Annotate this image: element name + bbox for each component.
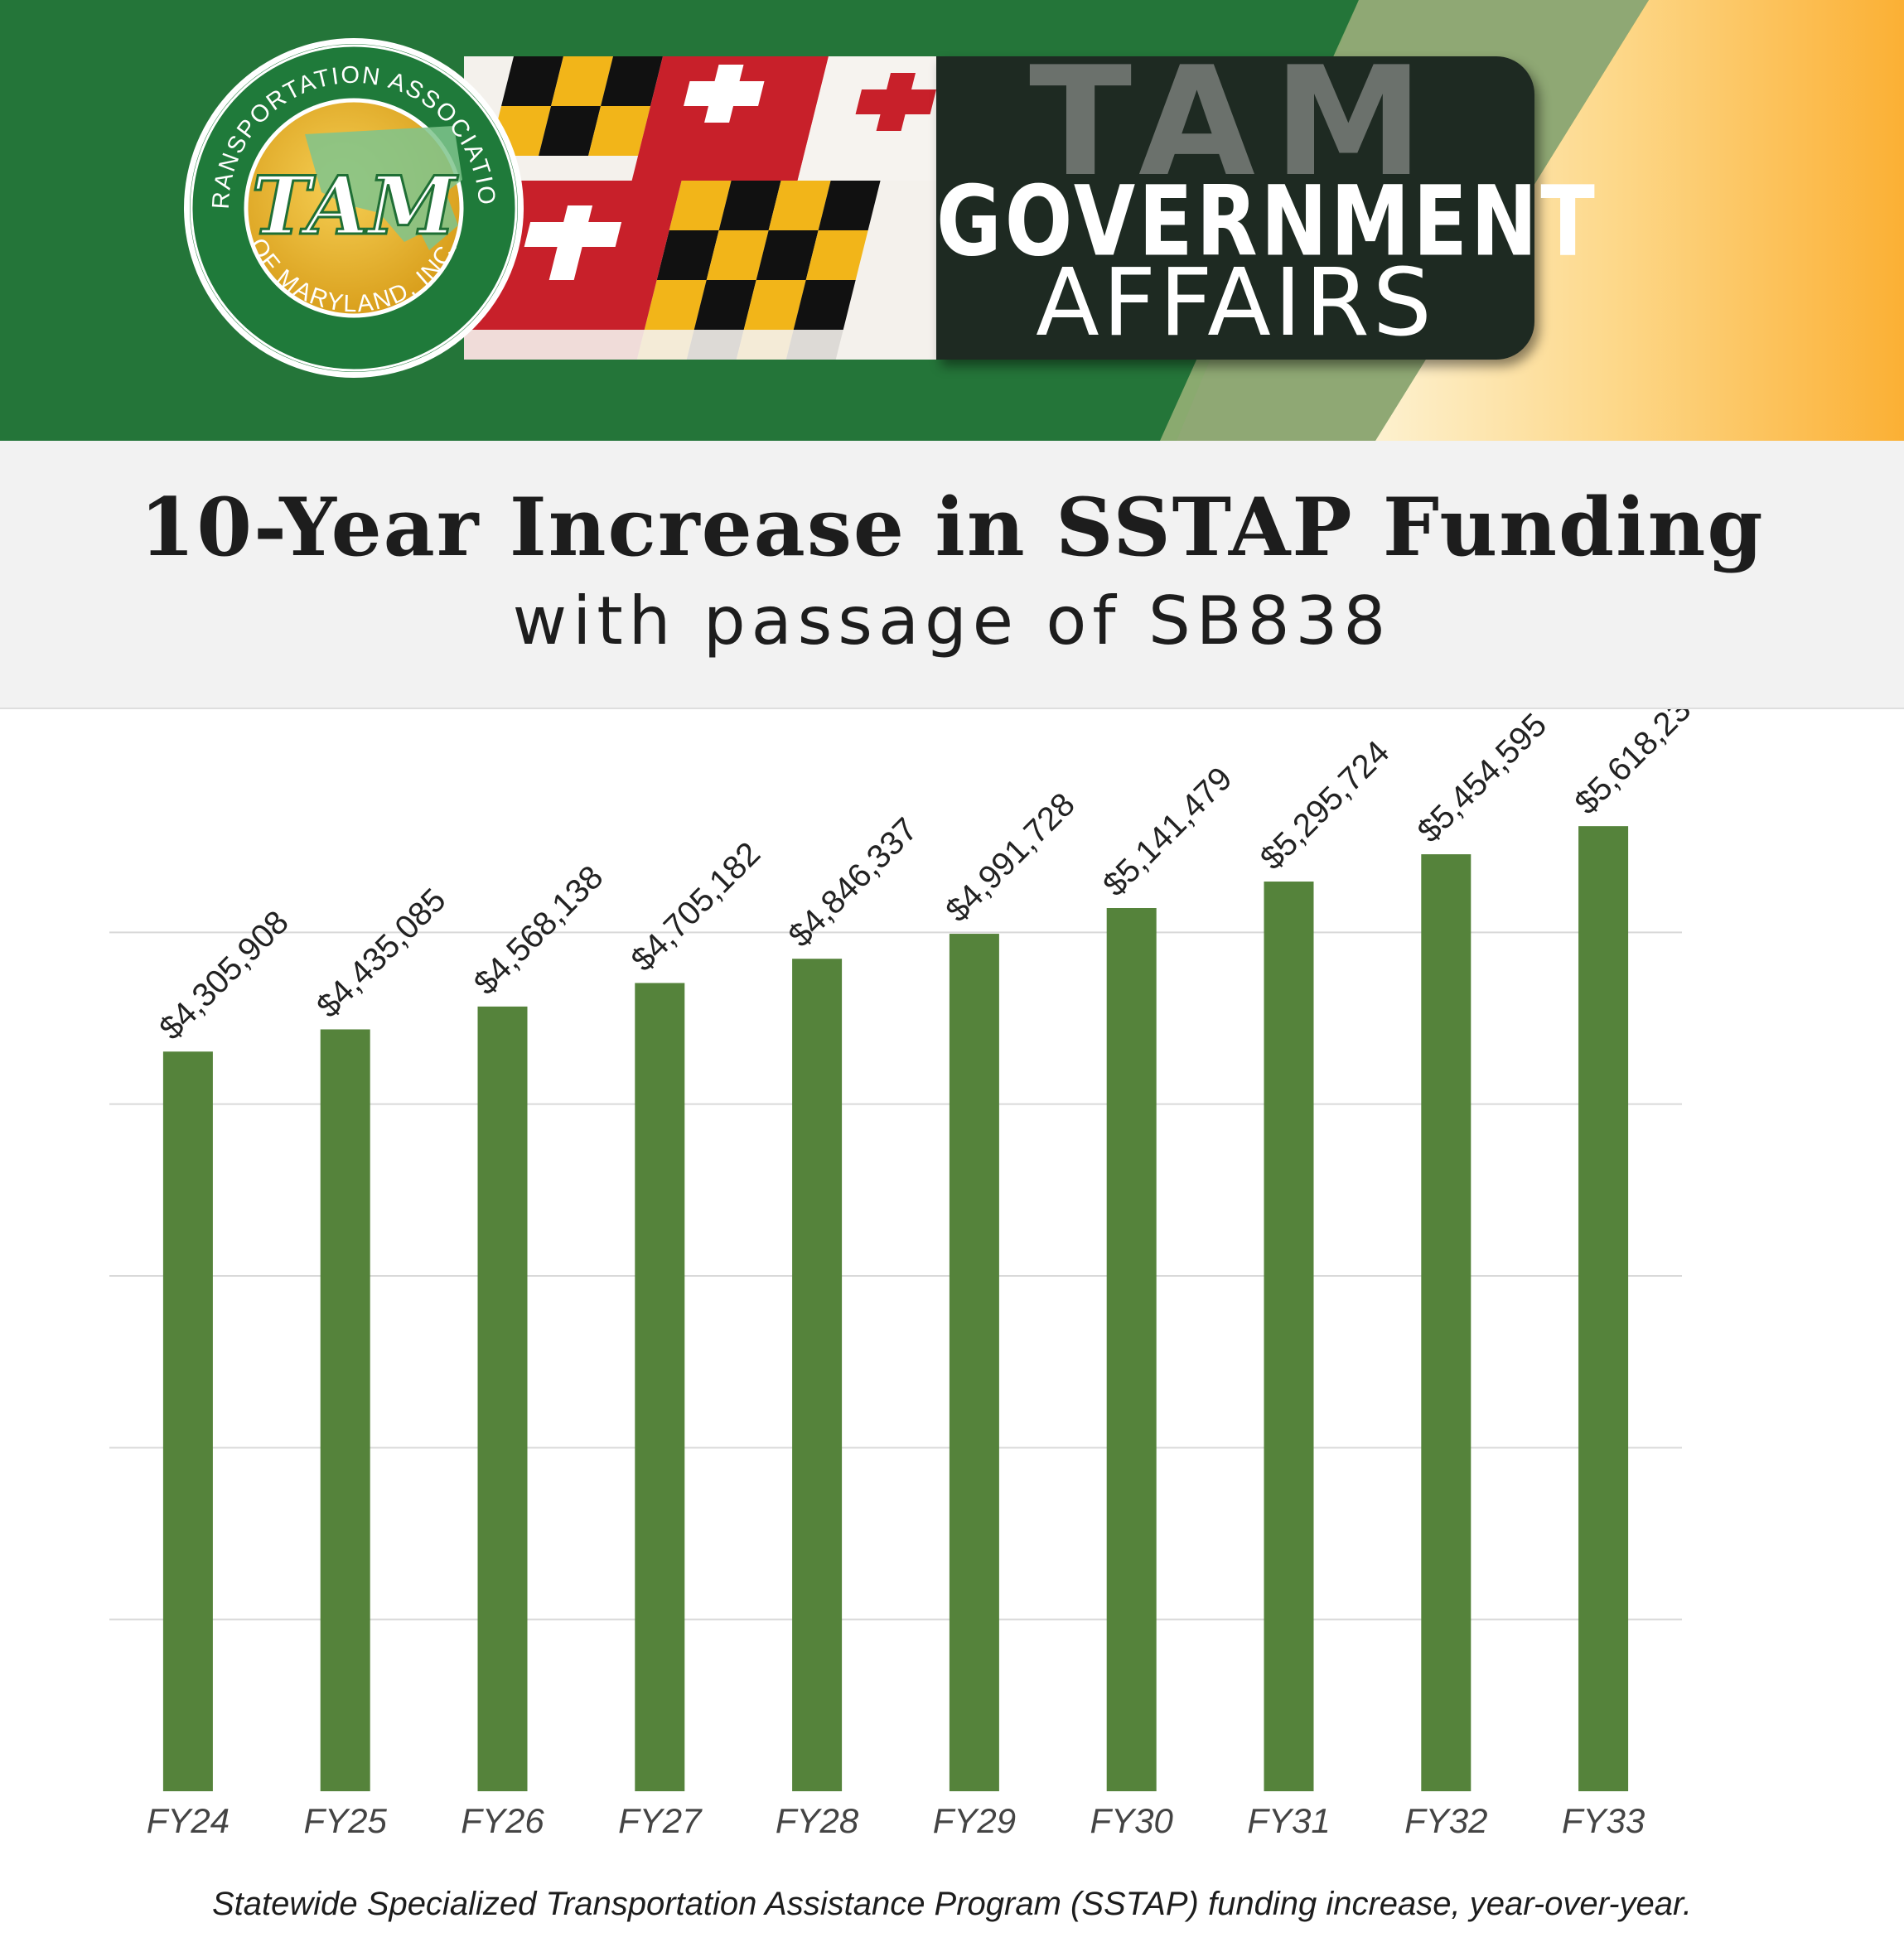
x-tick-fy27: FY27 [618,1801,703,1840]
data-label-fy31: $5,295,724 [1254,734,1397,877]
bar-fy33 [1578,826,1629,1791]
x-tick-fy28: FY28 [776,1801,859,1840]
page-title: 10-Year Increase in SSTAP Funding [139,481,1765,574]
x-tick-fy29: FY29 [933,1801,1016,1840]
logo-center-text: TAM [252,159,459,253]
data-label-fy27: $4,705,182 [625,835,768,978]
maryland-state-shape [305,126,462,250]
x-tick-fy32: FY32 [1404,1801,1487,1840]
chart-gridlines [109,931,1682,1621]
x-tick-fy26: FY26 [461,1801,544,1840]
bar-fy31 [1264,882,1314,1791]
data-label-fy30: $5,141,479 [1096,761,1240,904]
bar-fy29 [949,934,999,1791]
header-government-text: GOVERNMENT [936,164,1598,278]
bar-fy32 [1421,854,1471,1791]
data-label-fy26: $4,568,138 [467,859,611,1002]
data-label-fy29: $4,991,728 [939,786,1082,930]
bar-fy30 [1106,908,1157,1791]
chart-caption: Statewide Specialized Transportation Ass… [211,1886,1692,1922]
data-label-fy24: $4,305,908 [152,904,296,1047]
chart-x-axis: FY24 FY25 FY26 FY27 FY28 FY29 FY30 FY31 FY32 FY33 [147,1801,1645,1840]
bar-fy24 [162,1051,213,1791]
bar-fy28 [792,959,843,1791]
x-tick-fy33: FY33 [1562,1801,1645,1840]
x-tick-fy31: FY31 [1247,1801,1330,1840]
data-label-fy25: $4,435,085 [310,882,453,1025]
title-section: 10-Year Increase in SSTAP Funding with p… [0,441,1904,709]
government-affairs-panel [936,56,1534,360]
bar-fy27 [635,983,685,1791]
maryland-flag-graphic [464,56,978,360]
bar-fy25 [320,1029,370,1791]
page-subtitle: with passage of SB838 [512,582,1392,659]
data-label-fy32: $5,454,595 [1411,709,1554,849]
x-tick-fy24: FY24 [147,1801,230,1840]
tam-logo: TRANSPORTATION ASSOCIATION OF MARYLAND, … [181,35,524,378]
header-banner: TAM GOVERNMENT AFFAIRS TRANSPORTATION AS… [0,0,1904,441]
bar-fy26 [477,1006,528,1791]
chart-bars [162,826,1629,1791]
chart-data-labels: $4,305,908 $4,435,085 $4,568,138 $4,705,182… [152,709,1711,1047]
data-label-fy33: $5,618,233 [1568,709,1711,822]
header-affairs-text: AFFAIRS [1036,249,1435,357]
funding-bar-chart: $4,305,908 $4,435,085 $4,568,138 $4,705,182… [109,709,1711,1840]
x-tick-fy30: FY30 [1090,1801,1174,1840]
x-tick-fy25: FY25 [304,1801,388,1840]
header-tam-text: TAM [1029,34,1442,210]
